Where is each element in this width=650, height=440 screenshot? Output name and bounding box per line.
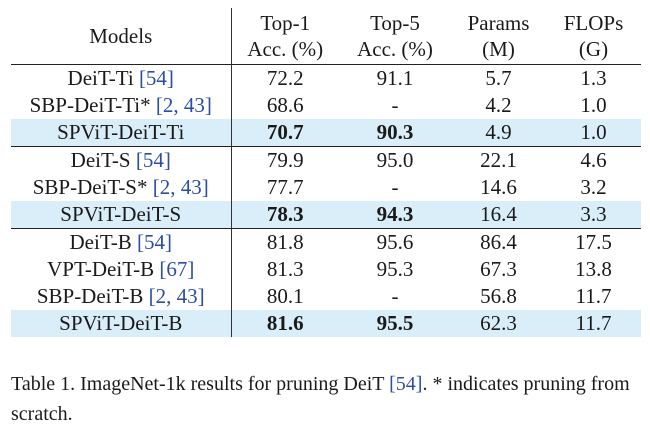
flops-cell: 3.2 [580,175,607,199]
top5-cell: 94.3 [339,201,451,229]
model-name-cell: DeiT-S [54] [11,146,232,174]
table-row: SBP-DeiT-S* [2, 43] 77.7 - 14.6 3.2 [11,174,641,201]
model-name: SBP-DeiT-B [36,284,149,308]
top5-cell: 91.1 [376,66,414,90]
top1-cell: 68.6 [266,93,304,117]
model-citation[interactable]: [67] [159,257,195,281]
flops-cell: 3.3 [546,201,641,229]
top5-cell: 95.6 [376,230,414,254]
model-name-cell: SBP-DeiT-S* [2, 43] [11,174,232,201]
model-citation[interactable]: [2, 43] [152,175,209,199]
flops-cell: 11.7 [575,284,612,308]
model-name: SPViT-DeiT-B [59,311,183,335]
params-cell: 67.3 [480,257,517,281]
model-name: DeiT-Ti [67,66,139,90]
table-row: DeiT-S [54] 79.9 95.0 22.1 4.6 [11,146,641,174]
params-cell: 22.1 [480,148,517,172]
model-name-cell: SBP-DeiT-Ti* [2, 43] [11,92,232,119]
table-row: SBP-DeiT-B [2, 43] 80.1 - 56.8 11.7 [11,283,641,310]
params-cell: 4.2 [485,93,512,117]
top1-cell: 81.8 [266,230,304,254]
params-cell: 16.4 [451,201,546,229]
top1-cell: 81.3 [266,257,304,281]
top1-cell: 78.3 [231,201,339,229]
top5-cell: 95.0 [376,148,414,172]
top5-cell: - [391,93,399,117]
top5-cell: - [391,175,399,199]
table-caption: Table 1. ImageNet-1k results for pruning… [11,369,641,429]
header-models: Models [11,8,232,65]
flops-cell: 17.5 [575,230,612,254]
header-top5: Top-5 Acc. (%) [339,8,451,65]
top1-cell: 81.6 [231,310,339,337]
top1-cell: 77.7 [266,175,304,199]
params-cell: 4.9 [451,119,546,147]
model-name-cell: VPT-DeiT-B [67] [11,256,232,283]
model-name: DeiT-S [70,148,136,172]
model-name: SPViT-DeiT-S [60,202,182,226]
caption-prefix: Table 1. ImageNet-1k results for pruning… [11,373,390,395]
flops-cell: 1.0 [580,93,607,117]
model-name: SPViT-DeiT-Ti [57,120,185,144]
model-citation[interactable]: [54] [138,66,174,90]
table-row: SPViT-DeiT-S 78.3 94.3 16.4 3.3 [11,201,641,229]
params-cell: 86.4 [480,230,517,254]
top1-cell: 80.1 [266,284,304,308]
table-row: DeiT-B [54] 81.8 95.6 86.4 17.5 [11,228,641,256]
caption-citation[interactable]: [54] [389,373,423,395]
model-name-cell: DeiT-B [54] [11,228,232,256]
model-name-cell: SPViT-DeiT-B [11,310,232,337]
table-body: DeiT-Ti [54] 72.2 91.1 5.7 1.3 SBP-DeiT-Ti* [… [11,64,641,337]
table-row: VPT-DeiT-B [67] 81.3 95.3 67.3 13.8 [11,256,641,283]
top5-cell: - [391,284,399,308]
params-cell: 62.3 [451,310,546,337]
top5-cell: 95.3 [376,257,414,281]
model-citation[interactable]: [2, 43] [148,284,205,308]
flops-cell: 13.8 [575,257,612,281]
model-name-cell: SPViT-DeiT-Ti [11,119,232,147]
top5-cell: 90.3 [339,119,451,147]
model-name-cell: SPViT-DeiT-S [11,201,232,229]
top5-cell: 95.5 [339,310,451,337]
params-cell: 14.6 [480,175,517,199]
model-name: VPT-DeiT-B [47,257,160,281]
model-name-cell: SBP-DeiT-B [2, 43] [11,283,232,310]
model-citation[interactable]: [2, 43] [155,93,212,117]
top1-cell: 70.7 [231,119,339,147]
model-name: SBP-DeiT-Ti* [29,93,156,117]
model-name: DeiT-B [69,230,137,254]
flops-cell: 11.7 [546,310,641,337]
header-params: Params (M) [451,8,546,65]
top1-cell: 72.2 [266,66,304,90]
flops-cell: 1.3 [580,66,607,90]
table-row: SPViT-DeiT-Ti 70.7 90.3 4.9 1.0 [11,119,641,147]
results-table: Models Top-1 Acc. (%) Top-5 Acc. (%) Param… [11,8,641,337]
model-name: SBP-DeiT-S* [32,175,153,199]
caption-suffix: . * indicates pruning from scratch. [11,373,630,425]
table-row: DeiT-Ti [54] 72.2 91.1 5.7 1.3 [11,64,641,92]
header-top1: Top-1 Acc. (%) [231,8,339,65]
table-row: SPViT-DeiT-B 81.6 95.5 62.3 11.7 [11,310,641,337]
params-cell: 5.7 [485,66,512,90]
header-row: Models Top-1 Acc. (%) Top-5 Acc. (%) Param… [11,8,641,65]
model-citation[interactable]: [54] [135,148,171,172]
params-cell: 56.8 [480,284,517,308]
flops-cell: 4.6 [580,148,607,172]
header-flops: FLOPs (G) [546,8,641,65]
top1-cell: 79.9 [266,148,304,172]
model-citation[interactable]: [54] [136,230,172,254]
table-row: SBP-DeiT-Ti* [2, 43] 68.6 - 4.2 1.0 [11,92,641,119]
flops-cell: 1.0 [546,119,641,147]
model-name-cell: DeiT-Ti [54] [11,64,232,92]
